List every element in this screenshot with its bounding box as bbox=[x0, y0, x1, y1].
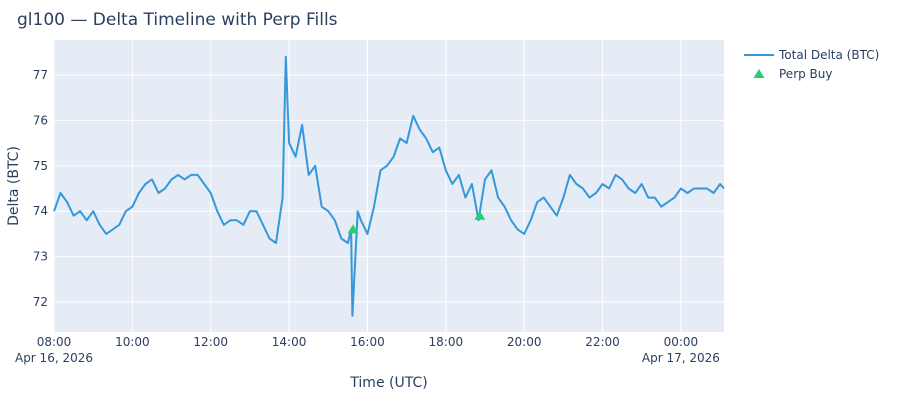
x-tick-label: 14:00 bbox=[272, 335, 307, 349]
y-axis-label: Delta (BTC) bbox=[6, 146, 22, 226]
legend-label: Total Delta (BTC) bbox=[778, 48, 879, 62]
line bbox=[53, 55, 725, 317]
x-tick-label: 20:00 bbox=[507, 335, 542, 349]
marker bbox=[347, 224, 359, 234]
x-tick-label: 10:00 bbox=[115, 335, 150, 349]
x-tick-label: 22:00 bbox=[585, 335, 620, 349]
legend-swatch bbox=[753, 69, 765, 78]
x-tick-label: 18:00 bbox=[429, 335, 464, 349]
x-tick-label: 16:00 bbox=[350, 335, 385, 349]
x-tick-label: 12:00 bbox=[193, 335, 228, 349]
marker bbox=[474, 210, 486, 220]
y-tick-label: 76 bbox=[33, 113, 48, 127]
chart-title: gl100 — Delta Timeline with Perp Fills bbox=[17, 10, 338, 30]
y-tick-label: 73 bbox=[33, 250, 48, 264]
x-tick-label: 08:00 Apr 16, 2026 bbox=[15, 335, 93, 365]
grid bbox=[53, 40, 724, 332]
y-tick-label: 77 bbox=[33, 68, 48, 82]
x-axis-label: Time (UTC) bbox=[349, 375, 427, 391]
y-tick-label: 74 bbox=[33, 204, 48, 218]
x-tick-label: 00:00 Apr 17, 2026 bbox=[642, 335, 720, 365]
y-tick-label: 75 bbox=[33, 159, 48, 173]
y-tick-label: 72 bbox=[33, 295, 48, 309]
legend-label: Perp Buy bbox=[779, 67, 833, 81]
